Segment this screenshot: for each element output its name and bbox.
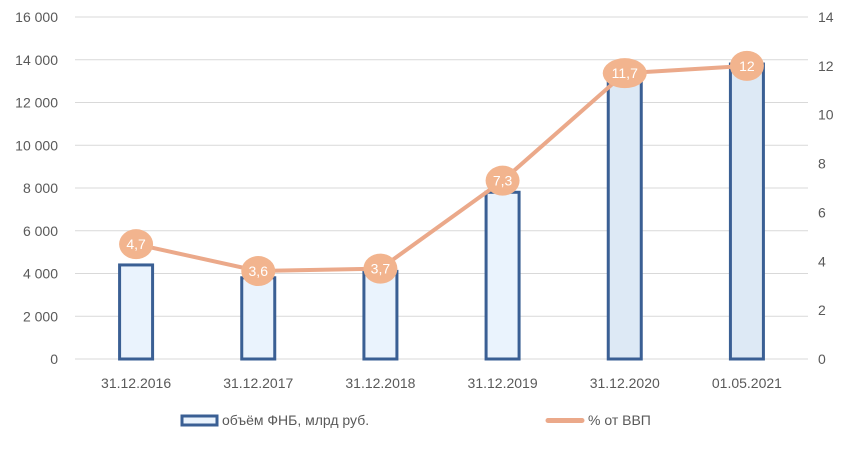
x-tick-label: 31.12.2019 xyxy=(468,375,538,391)
right-axis-ticks: 0 2 4 6 8 10 12 14 xyxy=(818,9,834,367)
left-tick-label: 4 000 xyxy=(23,266,58,282)
x-tick-label: 31.12.2016 xyxy=(101,375,171,391)
right-tick-label: 10 xyxy=(818,107,834,123)
left-axis-ticks: 0 2 000 4 000 6 000 8 000 10 000 12 000 14 000 1… xyxy=(15,9,58,367)
line-point xyxy=(119,229,154,260)
left-tick-label: 8 000 xyxy=(23,180,58,196)
legend-line-label: % от ВВП xyxy=(588,412,651,428)
left-tick-label: 14 000 xyxy=(15,52,58,68)
left-tick-label: 6 000 xyxy=(23,223,58,239)
left-tick-label: 16 000 xyxy=(15,9,58,25)
bar xyxy=(118,263,155,361)
data-label: 7,3 xyxy=(493,173,513,189)
x-tick-label: 31.12.2018 xyxy=(345,375,415,391)
right-tick-label: 2 xyxy=(818,302,826,318)
x-tick-label: 01.05.2021 xyxy=(712,375,782,391)
legend-bar-swatch xyxy=(180,414,219,427)
bar xyxy=(362,269,399,361)
series-line xyxy=(134,63,749,274)
bar-series xyxy=(118,62,765,361)
bar xyxy=(484,190,521,361)
gridlines xyxy=(75,16,808,360)
right-tick-label: 6 xyxy=(818,204,826,220)
line-point xyxy=(485,165,520,196)
legend: объём ФНБ, млрд руб. % от ВВП xyxy=(180,412,651,428)
right-tick-label: 14 xyxy=(818,9,834,25)
left-tick-label: 2 000 xyxy=(23,308,58,324)
data-label: 11,7 xyxy=(612,65,638,81)
right-tick-label: 8 xyxy=(818,156,826,172)
bar xyxy=(606,75,643,361)
line-point xyxy=(602,58,647,89)
right-tick-label: 4 xyxy=(818,253,826,269)
legend-bar-label: объём ФНБ, млрд руб. xyxy=(222,412,369,428)
right-tick-label: 0 xyxy=(818,351,826,367)
line-point xyxy=(363,253,398,284)
right-tick-label: 12 xyxy=(818,58,834,74)
x-tick-label: 31.12.2020 xyxy=(590,375,660,391)
x-axis-labels: 31.12.2016 31.12.2017 31.12.2018 31.12.2019… xyxy=(101,375,782,391)
data-label: 4,7 xyxy=(126,236,146,252)
bar xyxy=(728,62,765,361)
left-tick-label: 10 000 xyxy=(15,137,58,153)
left-tick-label: 0 xyxy=(50,351,58,367)
left-tick-label: 12 000 xyxy=(15,95,58,111)
data-label: 3,6 xyxy=(249,263,269,279)
bar xyxy=(240,276,277,361)
data-label: 12 xyxy=(739,58,755,74)
line-point xyxy=(729,50,764,81)
x-tick-label: 31.12.2017 xyxy=(223,375,293,391)
line-point xyxy=(241,256,276,287)
line-series: 4,7 3,6 3,7 7,3 11,7 12 xyxy=(119,50,764,287)
data-label: 3,7 xyxy=(371,261,391,277)
